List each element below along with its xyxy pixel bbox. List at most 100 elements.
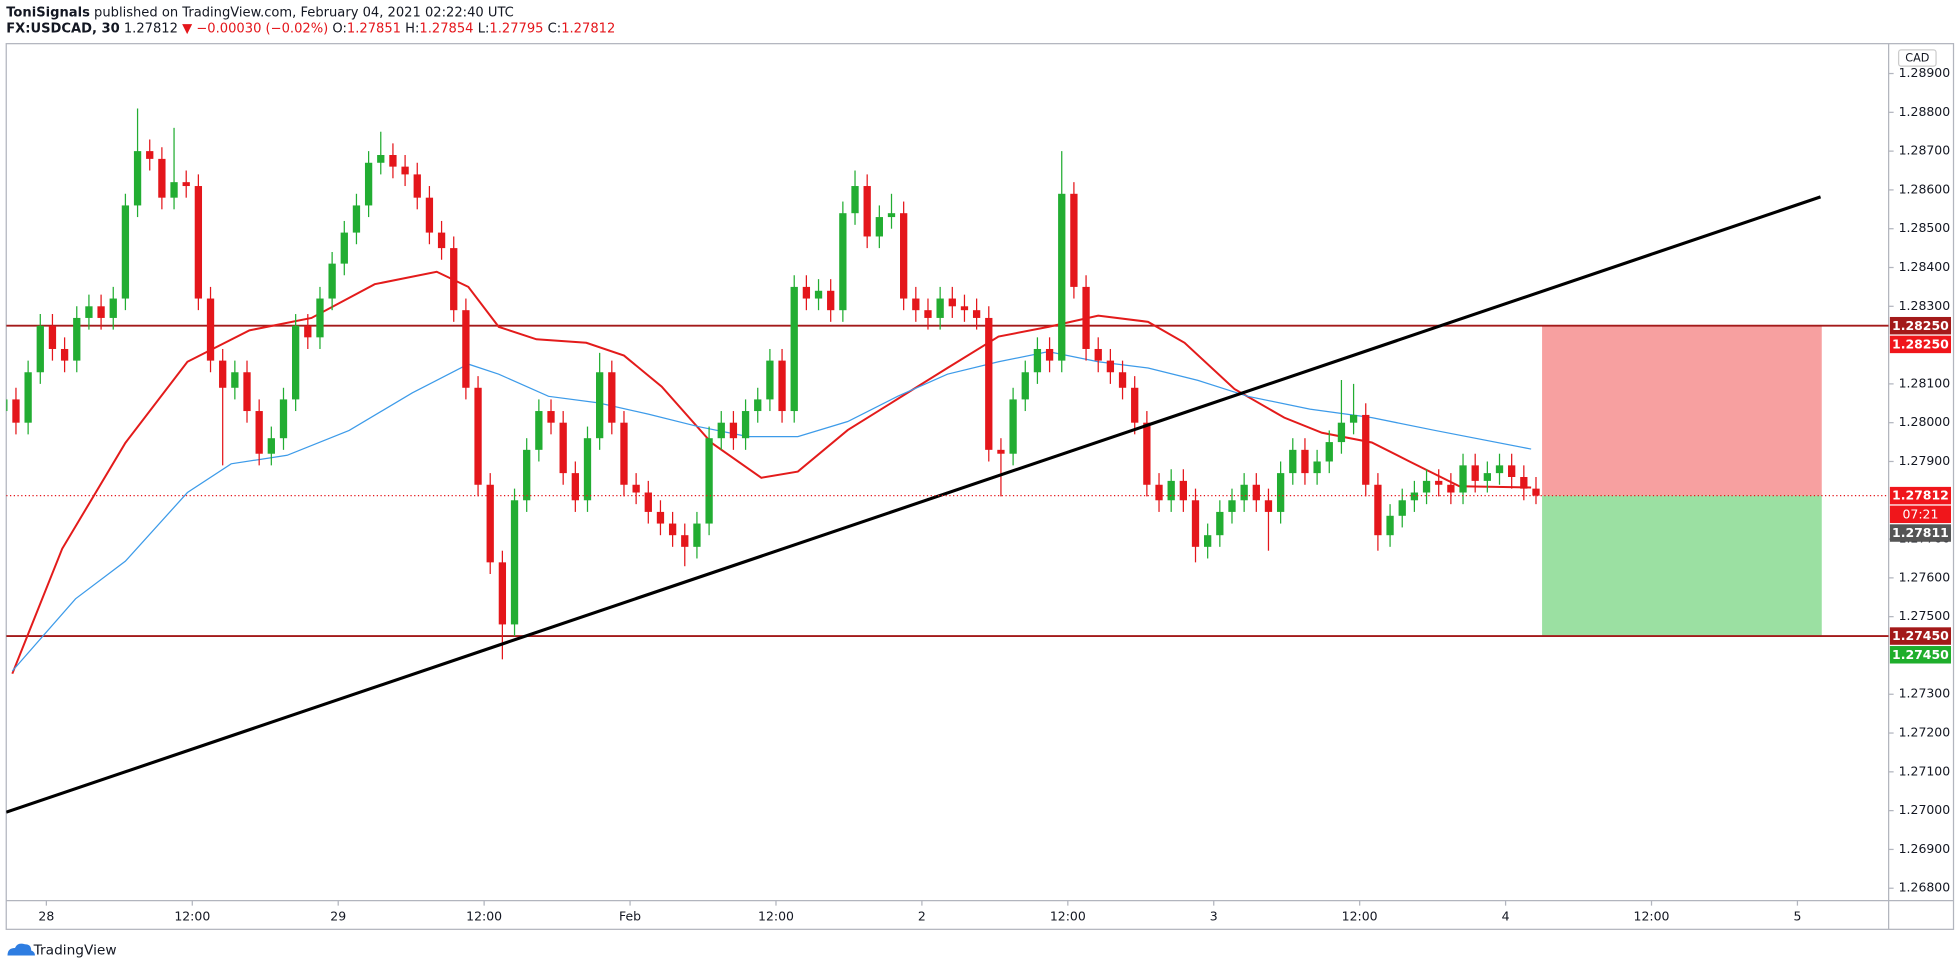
candle-body <box>231 372 239 388</box>
candle-body <box>340 232 348 264</box>
change-arrow: ▼ <box>182 21 193 36</box>
candle-body <box>243 372 251 412</box>
candle-body <box>85 306 93 318</box>
y-tick-label: 1.28300 <box>1899 298 1951 313</box>
price-tag <box>1889 524 1952 542</box>
y-tick-label: 1.28800 <box>1899 104 1951 119</box>
candle-body <box>486 484 494 563</box>
candle-body <box>1374 484 1382 536</box>
y-tick-label: 1.28500 <box>1899 220 1951 235</box>
candle-body <box>681 535 689 547</box>
candle-body <box>1118 372 1127 388</box>
candle-body <box>304 325 312 338</box>
candle-body <box>972 310 981 318</box>
y-tick-label: 1.28600 <box>1899 181 1951 196</box>
brand: TradingView <box>33 943 117 959</box>
y-tick-label: 1.28700 <box>1899 143 1951 158</box>
currency-badge[interactable] <box>1897 49 1937 67</box>
candle-body <box>1082 286 1090 349</box>
y-tick-label: 1.27500 <box>1899 608 1951 623</box>
candle-body <box>668 523 677 536</box>
candle-body <box>206 298 215 361</box>
candle-body <box>656 511 665 524</box>
y-tick-label: 1.27200 <box>1899 725 1951 740</box>
countdown-label: 07:21 <box>1902 506 1938 521</box>
close-label: C: <box>548 21 562 36</box>
x-tick-label: 12:00 <box>174 908 210 923</box>
candle-body <box>1289 449 1297 474</box>
candle-body <box>1337 422 1346 443</box>
candle-body <box>814 290 823 299</box>
candle-body <box>1191 500 1200 547</box>
candle-body <box>425 197 434 233</box>
candle-body <box>1301 449 1309 474</box>
target-zone <box>1542 495 1822 637</box>
price-tag-label: 1.27811 <box>1892 525 1949 540</box>
candle-body <box>1070 193 1078 287</box>
candle-body <box>352 205 361 233</box>
price-tag <box>1889 335 1952 354</box>
candle-body <box>900 213 908 299</box>
x-tick-label: 4 <box>1502 908 1510 923</box>
candle-body <box>1240 484 1248 501</box>
candle-body <box>24 372 32 423</box>
candle-body <box>1216 511 1224 536</box>
candle-body <box>60 348 69 361</box>
candle-body <box>1179 480 1187 501</box>
candle-body <box>1313 461 1321 474</box>
candle-body <box>778 360 786 412</box>
candle-body <box>1204 535 1212 547</box>
candle-body <box>279 399 288 439</box>
candle-body <box>133 151 142 206</box>
candle-body <box>1033 348 1042 373</box>
candle-body <box>377 155 385 163</box>
candle-body <box>1325 442 1333 462</box>
candle-body <box>1483 473 1491 481</box>
candle-body <box>1520 476 1528 489</box>
candle-body <box>608 372 616 423</box>
x-tick-label: 3 <box>1210 908 1218 923</box>
candle-body <box>644 492 652 512</box>
x-tick-label: 29 <box>330 908 346 923</box>
last-price: 1.27812 <box>124 21 178 36</box>
y-tick-label: 1.27000 <box>1899 802 1951 817</box>
publish-info: published on TradingView.com, February 0… <box>94 5 514 20</box>
candle-body <box>364 162 373 206</box>
candle-body <box>1532 488 1540 496</box>
candle-body <box>1021 372 1029 400</box>
y-tick-label: 1.27100 <box>1899 763 1951 778</box>
candle-body <box>450 248 458 311</box>
candle-body <box>705 438 713 524</box>
candle-body <box>936 298 944 318</box>
candle-body <box>887 213 896 218</box>
candle-body <box>510 500 519 625</box>
candle-body <box>1386 515 1394 536</box>
price-tag-label: 1.28250 <box>1892 318 1949 333</box>
y-tick-label: 1.26800 <box>1899 880 1951 895</box>
candle-body <box>839 213 847 311</box>
candle-body <box>1228 500 1236 512</box>
candle-body <box>924 310 932 318</box>
x-tick-label: 12:00 <box>1050 908 1086 923</box>
candle-body <box>413 174 421 198</box>
close-value: 1.27812 <box>561 21 615 36</box>
x-tick-label: 12:00 <box>1634 908 1670 923</box>
brand-logo <box>7 943 35 956</box>
candle-body <box>1252 484 1260 501</box>
trend-line <box>6 195 1822 814</box>
author: ToniSignals <box>6 5 90 20</box>
candle-body <box>827 290 835 311</box>
candle-body <box>1435 480 1443 485</box>
candle-body <box>717 422 725 439</box>
candle-body <box>255 411 263 454</box>
candle-body <box>1167 480 1175 501</box>
candle-body <box>1422 480 1431 493</box>
candle-body <box>851 186 859 214</box>
candle-body <box>948 298 956 307</box>
price-tag <box>1889 646 1952 664</box>
candle-body <box>559 422 567 474</box>
x-tick-label: 28 <box>38 908 54 923</box>
candle-body <box>498 562 507 625</box>
candle-body <box>1349 414 1358 423</box>
